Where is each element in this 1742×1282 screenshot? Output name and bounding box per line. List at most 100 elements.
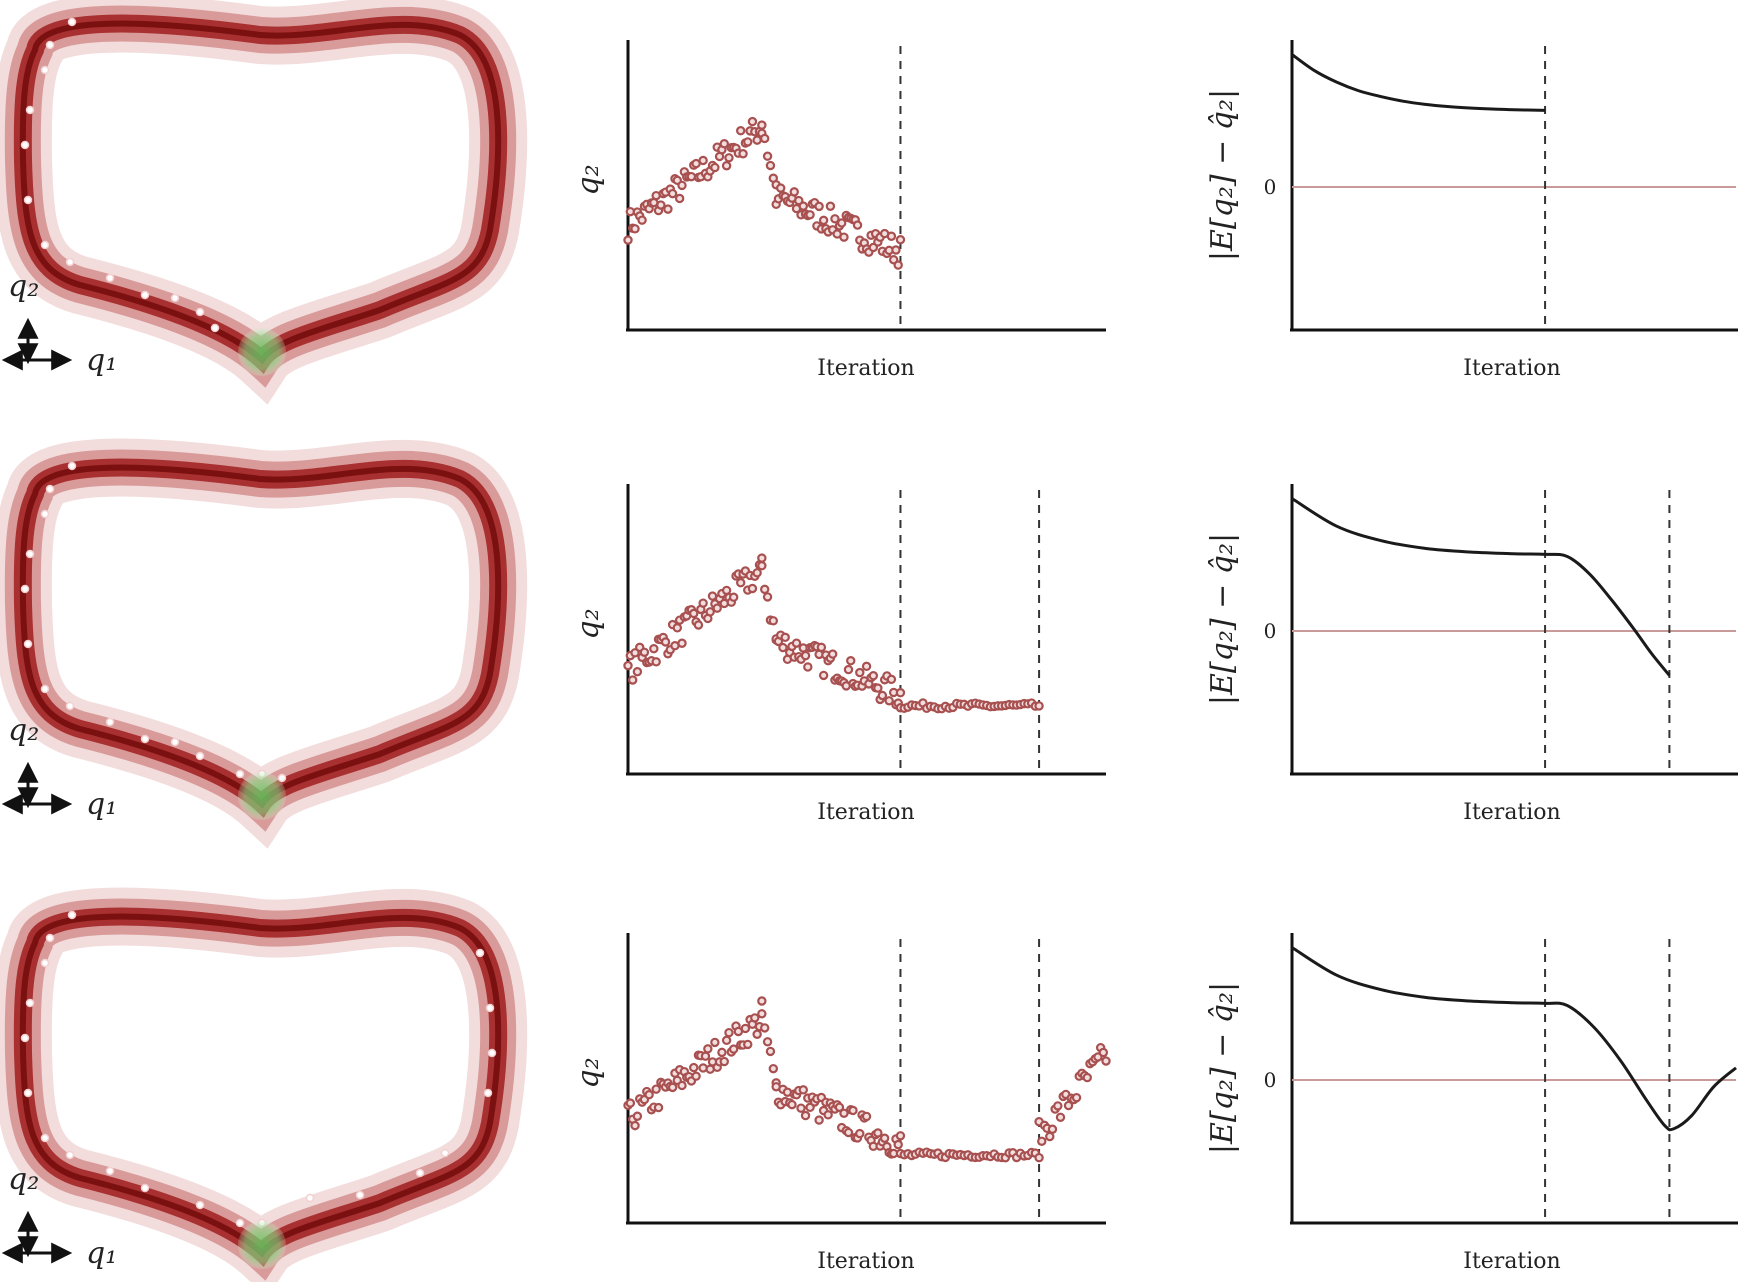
- data-point: [803, 662, 813, 672]
- error-curve: [1291, 53, 1546, 112]
- data-point: [674, 193, 685, 204]
- sample-point: [487, 1048, 497, 1058]
- data-point: [1034, 1152, 1044, 1163]
- data-point: [760, 133, 770, 144]
- data-point: [1101, 1056, 1111, 1066]
- y-axis-label: |E[q₂] − q̂₂|: [1205, 982, 1240, 1154]
- sample-point: [305, 1193, 315, 1203]
- data-point: [868, 671, 879, 681]
- row-2: q₂ q₁ Iteration q₂ 0 Iteration |E[q₂] − …: [0, 438, 1738, 849]
- sample-point: [65, 1150, 75, 1160]
- data-point: [768, 616, 779, 626]
- trajectory-panel: q₂ q₁: [0, 0, 528, 405]
- trajectory-panel: q₂ q₁: [0, 438, 528, 849]
- data-point: [743, 1039, 753, 1050]
- data-point: [861, 661, 872, 672]
- data-point: [895, 688, 906, 698]
- data-point: [852, 220, 863, 230]
- sample-point: [45, 933, 55, 943]
- error-series-line: [1291, 53, 1546, 112]
- data-point: [656, 200, 666, 210]
- sample-point: [105, 1166, 115, 1176]
- data-point: [1098, 1047, 1109, 1058]
- zero-tick-label: 0: [1264, 175, 1277, 199]
- switch-lines: [899, 490, 1041, 774]
- data-point: [787, 1099, 797, 1110]
- data-point: [703, 1044, 713, 1054]
- data-point: [1045, 1131, 1055, 1142]
- sample-point: [45, 40, 55, 50]
- sample-point: [40, 509, 50, 519]
- data-point: [873, 683, 883, 693]
- data-point: [1071, 1092, 1082, 1103]
- data-point: [721, 1035, 732, 1046]
- y-axis-label: |E[q₂] − q̂₂|: [1205, 533, 1240, 705]
- sample-point: [40, 684, 50, 694]
- sample-point: [65, 257, 75, 267]
- data-point: [778, 642, 788, 653]
- goal-marker: [238, 772, 286, 820]
- data-point: [848, 1105, 858, 1116]
- y-axis-label: |E[q₂] − q̂₂|: [1205, 89, 1240, 261]
- sample-point: [23, 195, 33, 205]
- error-series-line: [1291, 497, 1671, 677]
- sample-point: [195, 307, 205, 317]
- data-point: [677, 638, 687, 648]
- data-point: [712, 603, 722, 613]
- data-point: [762, 592, 773, 602]
- sample-point: [475, 948, 485, 958]
- data-point: [728, 1044, 739, 1054]
- data-point: [728, 592, 739, 602]
- data-point: [700, 1051, 711, 1061]
- sample-point: [235, 769, 245, 779]
- data-point: [724, 153, 734, 163]
- data-point: [791, 638, 802, 648]
- sample-point: [20, 1033, 30, 1043]
- sample-point: [277, 773, 287, 783]
- data-point: [736, 126, 746, 136]
- sample-point: [440, 1148, 450, 1158]
- q2-axis-label: q₂: [8, 1162, 39, 1197]
- data-point: [762, 151, 773, 161]
- data-point: [719, 1056, 729, 1067]
- data-point: [677, 180, 687, 191]
- goal-marker: [238, 328, 286, 376]
- data-point: [765, 1046, 776, 1057]
- data-point: [789, 187, 799, 197]
- data-point: [644, 1090, 654, 1100]
- sample-point: [415, 1168, 425, 1178]
- sample-point: [210, 323, 220, 333]
- x-axis-label: Iteration: [817, 1249, 914, 1274]
- data-point: [750, 1013, 760, 1023]
- q2-axis-label: q₂: [8, 713, 39, 748]
- data-point: [827, 649, 838, 659]
- data-point: [710, 1037, 720, 1048]
- data-point: [632, 667, 643, 677]
- q2-iteration-chart: Iteration q₂: [571, 40, 1106, 381]
- data-point: [1037, 1136, 1047, 1146]
- data-point: [895, 235, 906, 245]
- sample-point: [170, 737, 180, 747]
- sample-point: [140, 734, 150, 744]
- data-point: [814, 1115, 824, 1125]
- data-point: [672, 623, 683, 633]
- data-point: [710, 162, 720, 173]
- sample-point: [45, 484, 55, 494]
- data-point: [843, 664, 854, 675]
- sample-point: [25, 998, 35, 1008]
- data-point: [1034, 701, 1044, 711]
- data-point: [837, 218, 847, 228]
- error-series-line: [1291, 946, 1737, 1132]
- trajectory-panel: q₂ q₁: [0, 887, 528, 1282]
- data-point: [623, 235, 633, 245]
- data-point: [689, 1062, 699, 1073]
- sample-point: [65, 701, 75, 711]
- data-point: [667, 188, 678, 199]
- sample-point: [67, 17, 77, 27]
- row-3: q₂ q₁ Iteration q₂ 0 Iteration |E[q₂] − …: [0, 887, 1738, 1282]
- data-point: [757, 996, 767, 1006]
- data-point: [1053, 1101, 1063, 1111]
- data-point: [1047, 1124, 1058, 1134]
- data-point: [805, 210, 815, 220]
- sample-point: [483, 1088, 493, 1098]
